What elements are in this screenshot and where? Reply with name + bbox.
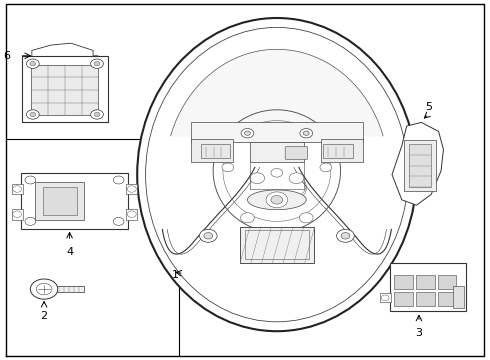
Circle shape [299,213,313,223]
Circle shape [127,186,136,192]
Circle shape [266,192,288,208]
Bar [191,122,363,142]
Ellipse shape [146,27,408,322]
Polygon shape [32,43,100,59]
Circle shape [289,173,304,184]
Text: 1: 1 [172,270,179,280]
Bar [191,139,233,162]
Bar [201,144,230,158]
Bar [57,286,84,292]
Circle shape [30,62,36,66]
Bar [245,230,309,259]
Circle shape [300,129,313,138]
Bar [404,140,436,191]
Circle shape [320,163,332,172]
Bar [438,292,456,306]
Bar [126,184,137,194]
Text: 5: 5 [425,102,432,112]
Bar [380,293,391,302]
Bar [35,182,84,220]
Circle shape [127,211,136,217]
Circle shape [94,112,100,117]
Circle shape [222,163,234,172]
Circle shape [13,186,22,192]
Circle shape [381,295,389,301]
Text: 6: 6 [3,51,10,61]
Circle shape [303,131,309,135]
Bar [323,144,353,158]
Circle shape [30,279,58,299]
Circle shape [113,217,124,225]
Bar [22,56,108,122]
Circle shape [25,176,36,184]
Circle shape [271,195,283,204]
Bar [416,275,435,289]
Bar [409,144,431,187]
Bar [12,184,23,194]
Ellipse shape [137,18,416,331]
Circle shape [91,59,103,68]
Circle shape [199,229,217,242]
Text: 4: 4 [66,247,73,257]
Circle shape [245,131,250,135]
Circle shape [271,168,283,177]
Bar [321,139,363,162]
Circle shape [250,173,265,184]
Circle shape [36,283,52,295]
Bar [394,275,413,289]
Bar [394,292,413,306]
Bar [390,263,466,311]
Bar [126,209,137,220]
Bar [250,142,304,162]
Circle shape [241,213,254,223]
Polygon shape [171,49,383,136]
Circle shape [113,176,124,184]
Circle shape [204,233,213,239]
Circle shape [341,233,350,239]
Text: 3: 3 [416,328,422,338]
Bar [438,275,456,289]
Text: 2: 2 [41,311,48,321]
Circle shape [337,229,354,242]
Bar [21,173,128,229]
Circle shape [30,112,36,117]
Bar [31,65,98,115]
Bar [12,209,23,220]
Circle shape [25,217,36,225]
FancyBboxPatch shape [285,147,308,159]
Circle shape [26,110,39,119]
Circle shape [94,62,100,66]
Ellipse shape [247,190,306,210]
Polygon shape [392,122,443,205]
Bar [43,187,77,215]
Bar [453,286,464,308]
Circle shape [241,129,254,138]
Circle shape [91,110,103,119]
Circle shape [26,59,39,68]
Circle shape [13,211,22,217]
Bar [240,227,314,263]
Bar [416,292,435,306]
